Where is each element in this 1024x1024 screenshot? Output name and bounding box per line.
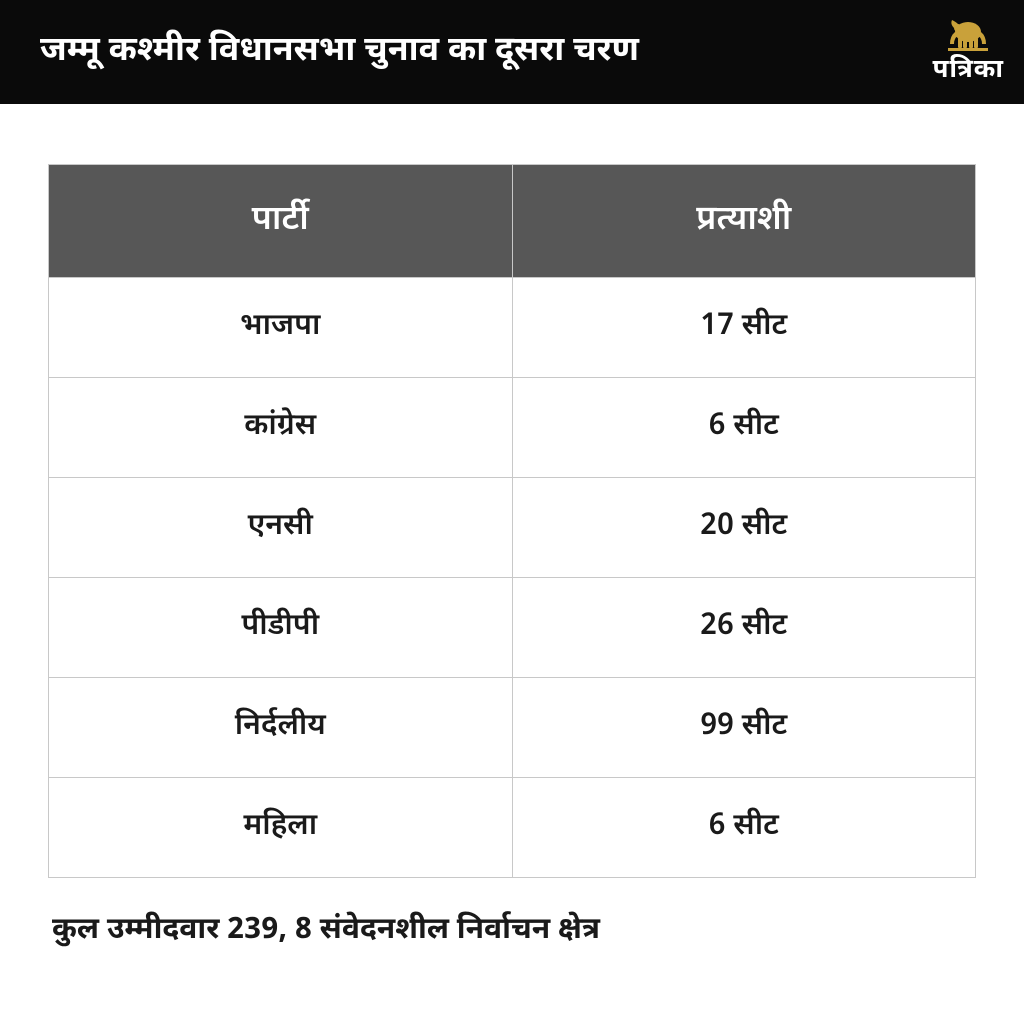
header-bar: जम्मू कश्मीर विधानसभा चुनाव का दूसरा चरण… <box>0 0 1024 104</box>
table-cell-party: एनसी <box>49 478 513 578</box>
table-row: कांग्रेस 6 सीट <box>49 378 976 478</box>
table-row: भाजपा 17 सीट <box>49 278 976 378</box>
table-cell-seats: 99 सीट <box>512 678 976 778</box>
content-area: पार्टी प्रत्याशी भाजपा 17 सीट कांग्रेस 6… <box>0 104 1024 951</box>
table-cell-party: निर्दलीय <box>49 678 513 778</box>
brand-logo-text: पत्रिका <box>932 54 1004 88</box>
table-cell-seats: 6 सीट <box>512 378 976 478</box>
table-cell-seats: 6 सीट <box>512 778 976 878</box>
data-table: पार्टी प्रत्याशी भाजपा 17 सीट कांग्रेस 6… <box>48 164 976 878</box>
brand-logo: पत्रिका <box>932 16 1004 88</box>
lion-icon <box>944 16 992 52</box>
table-row: निर्दलीय 99 सीट <box>49 678 976 778</box>
table-cell-party: कांग्रेस <box>49 378 513 478</box>
table-header-row: पार्टी प्रत्याशी <box>49 165 976 278</box>
table-cell-seats: 17 सीट <box>512 278 976 378</box>
table-cell-seats: 26 सीट <box>512 578 976 678</box>
table-cell-party: महिला <box>49 778 513 878</box>
table-header-candidate: प्रत्याशी <box>512 165 976 278</box>
page-title: जम्मू कश्मीर विधानसभा चुनाव का दूसरा चरण <box>40 30 639 74</box>
table-cell-party: पीडीपी <box>49 578 513 678</box>
table-cell-party: भाजपा <box>49 278 513 378</box>
footer-note: कुल उम्मीदवार 239, 8 संवेदनशील निर्वाचन … <box>48 912 976 951</box>
table-cell-seats: 20 सीट <box>512 478 976 578</box>
table-row: एनसी 20 सीट <box>49 478 976 578</box>
table-row: पीडीपी 26 सीट <box>49 578 976 678</box>
table-row: महिला 6 सीट <box>49 778 976 878</box>
table-header-party: पार्टी <box>49 165 513 278</box>
